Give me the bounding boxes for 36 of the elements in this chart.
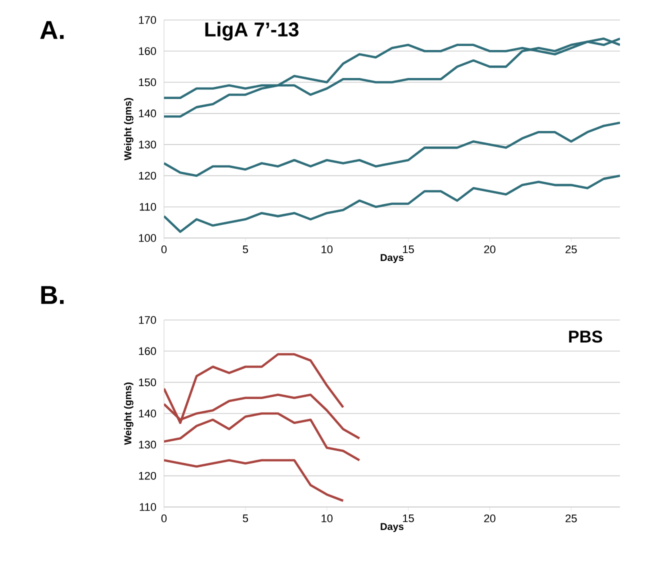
x-tick-label: 20: [484, 514, 496, 522]
y-tick-label: 160: [139, 47, 156, 56]
y-tick-label: 140: [139, 410, 156, 418]
x-tick-label: 10: [322, 514, 333, 522]
y-tick-label: 100: [139, 234, 156, 242]
y-tick-label: 160: [139, 347, 156, 356]
x-axis-title: Days: [380, 523, 404, 532]
y-tick-label: 110: [140, 202, 156, 211]
y-tick-label: 150: [139, 378, 156, 386]
y-tick-label: 130: [139, 440, 156, 449]
y-tick-label: 120: [139, 472, 156, 480]
y-tick-label: 110: [140, 503, 156, 511]
y-tick-label: 170: [139, 316, 156, 324]
x-tick-label: 20: [484, 246, 496, 254]
x-tick-label: 5: [242, 246, 248, 254]
y-axis-title: Weight (gms): [124, 382, 134, 445]
x-tick-label: 15: [403, 514, 414, 522]
chart-title: PBS: [569, 330, 602, 343]
x-tick-label: 25: [566, 246, 577, 254]
chart-title: LigA 7’-13: [205, 22, 298, 41]
line-series: [164, 412, 361, 462]
x-tick-label: 0: [161, 514, 167, 522]
x-axis-title: Days: [380, 254, 404, 264]
text: B.: [41, 286, 64, 304]
y-tick-label: 130: [139, 140, 156, 148]
y-tick-label: 120: [139, 172, 156, 180]
y-axis-title: Weight (gms): [124, 98, 134, 160]
x-tick-label: 25: [566, 514, 577, 522]
y-tick-label: 150: [139, 78, 156, 86]
x-tick-label: 15: [403, 246, 414, 254]
x-tick-label: 5: [242, 514, 248, 522]
text: A.: [40, 21, 64, 39]
y-tick-label: 170: [139, 16, 156, 24]
y-tick-label: 140: [139, 110, 156, 118]
x-tick-label: 10: [322, 246, 333, 254]
x-tick-label: 0: [161, 246, 167, 254]
